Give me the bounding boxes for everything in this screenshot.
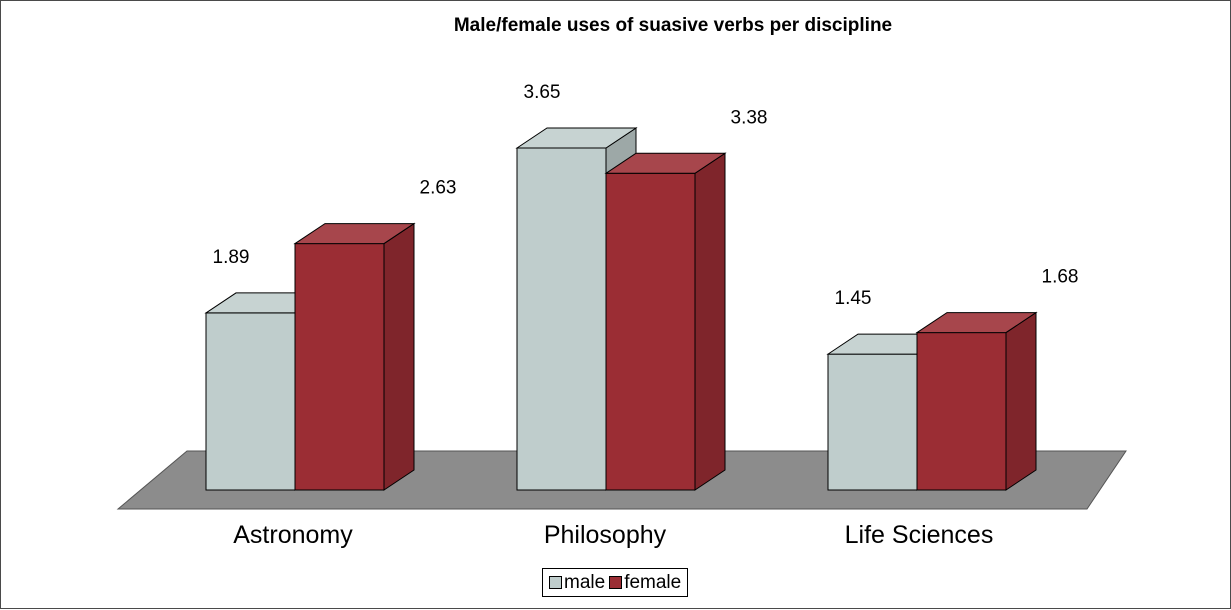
data-label-male-life-sciences: 1.45 (835, 288, 872, 309)
bar-top-female-philosophy (604, 152, 727, 174)
bar-top-male-philosophy (515, 127, 638, 149)
data-label-female-philosophy: 3.38 (731, 107, 768, 128)
bar-front-male-astronomy (205, 312, 296, 491)
bar-side-female-life-sciences (1005, 311, 1037, 491)
bar-front-female-astronomy (294, 243, 385, 491)
legend-label-female: female (624, 571, 682, 593)
bar-front-male-life-sciences (827, 353, 918, 491)
bar-front-female-philosophy (605, 172, 696, 491)
legend-swatch-male (549, 576, 562, 589)
data-label-male-philosophy: 3.65 (524, 82, 561, 103)
bar-side-female-philosophy (694, 152, 726, 491)
chart-legend: male female (542, 568, 689, 597)
category-label-philosophy: Philosophy (544, 521, 667, 549)
bar-top-female-astronomy (293, 223, 416, 245)
data-label-female-life-sciences: 1.68 (1042, 267, 1079, 288)
bar-female-philosophy (604, 152, 727, 491)
bar-female-astronomy (293, 222, 416, 491)
category-label-life-sciences: Life Sciences (845, 521, 994, 549)
bar-top-female-life-sciences (915, 312, 1038, 334)
bar-front-male-philosophy (516, 147, 607, 491)
legend-item-female: female (609, 572, 681, 594)
bar-front-female-life-sciences (916, 332, 1007, 491)
chart-title: Male/female uses of suasive verbs per di… (454, 15, 892, 36)
category-label-astronomy: Astronomy (233, 521, 353, 549)
legend-label-male: male (564, 571, 606, 593)
data-label-female-astronomy: 2.63 (420, 178, 457, 199)
bar-female-life-sciences (915, 311, 1038, 491)
data-label-male-astronomy: 1.89 (213, 247, 250, 268)
bar-side-female-astronomy (383, 222, 415, 491)
legend-swatch-female (609, 576, 623, 589)
legend-item-male: male (549, 572, 605, 594)
